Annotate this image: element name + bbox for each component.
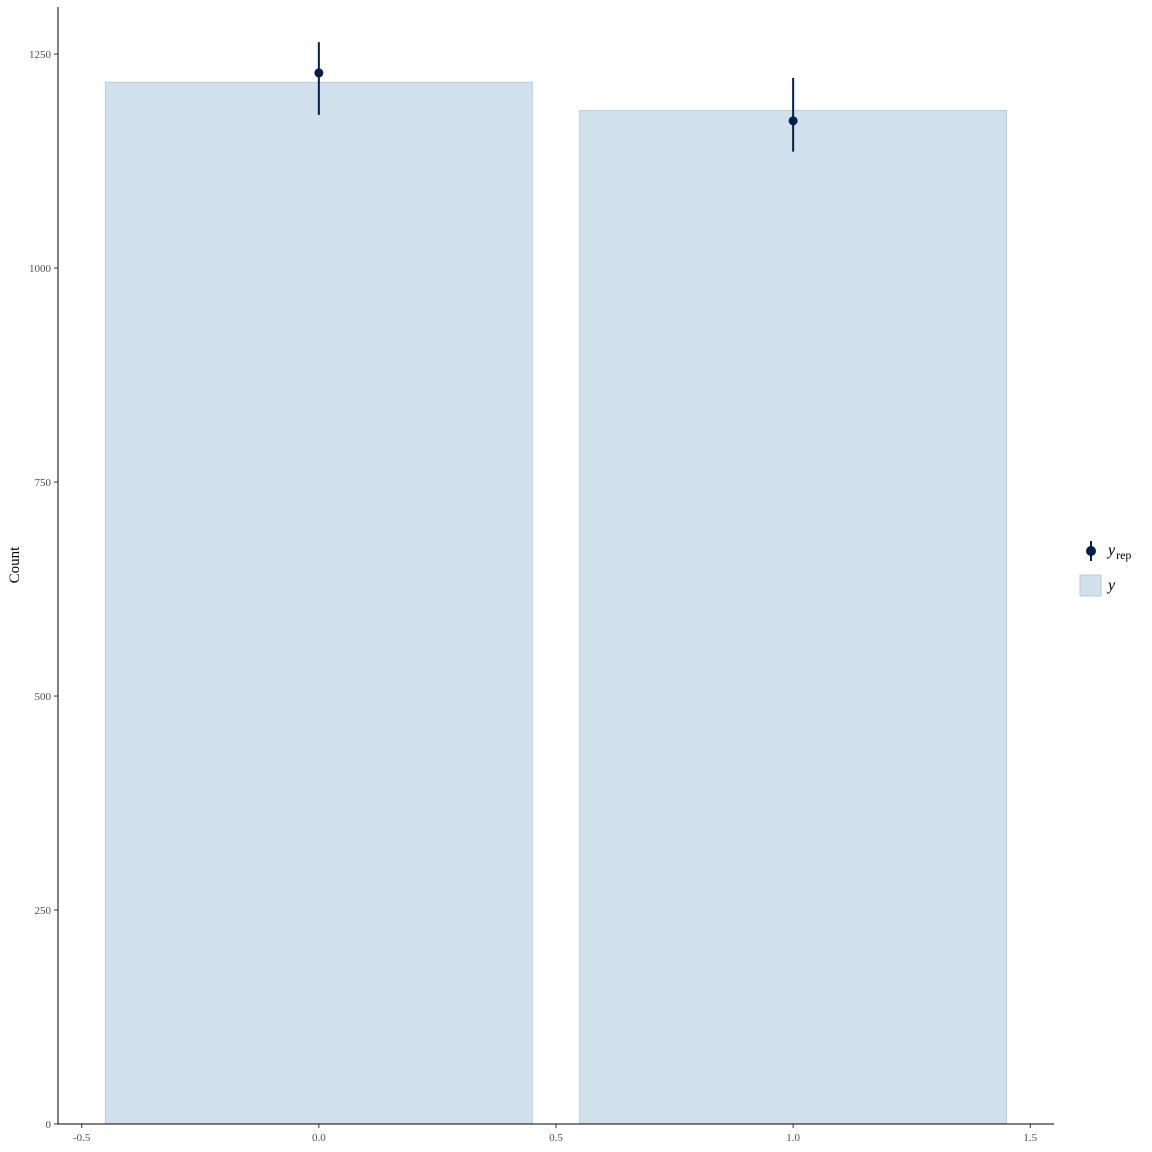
y-tick-label-2: 500 — [35, 691, 52, 703]
legend-item-rep: yrep — [1086, 541, 1131, 562]
bars-layer — [104, 81, 1008, 1125]
x-tick-label-3: 1.0 — [786, 1132, 800, 1144]
y-axis-ticks: 0 250 500 750 1000 1250 — [29, 49, 58, 1131]
x-tick-label-1: 0.0 — [312, 1132, 326, 1144]
points-layer — [314, 42, 798, 152]
y-tick-label-3: 750 — [35, 477, 52, 489]
legend: yrep y — [1079, 541, 1131, 597]
legend-rep-label: yrep — [1106, 542, 1131, 562]
legend-rep-label-sub: rep — [1116, 548, 1131, 562]
legend-y-label: y — [1106, 577, 1116, 594]
x-tick-label-2: 0.5 — [549, 1132, 563, 1144]
x-axis-ticks: -0.5 0.0 0.5 1.0 1.5 — [73, 1124, 1038, 1144]
bar-0 — [104, 81, 533, 1125]
legend-item-y: y — [1079, 574, 1116, 597]
y-axis-title: Count — [7, 546, 23, 584]
y-tick-label-0: 0 — [46, 1119, 52, 1131]
y-tick-label-1: 250 — [35, 905, 52, 917]
x-tick-label-0: -0.5 — [73, 1132, 91, 1144]
legend-rep-point-icon — [1086, 546, 1096, 556]
x-tick-label-4: 1.5 — [1023, 1132, 1037, 1144]
legend-y-box-icon — [1079, 574, 1102, 597]
y-tick-label-5: 1250 — [29, 49, 52, 61]
bar-1 — [579, 110, 1008, 1125]
point-1 — [788, 116, 798, 126]
point-0 — [314, 68, 324, 78]
y-tick-label-4: 1000 — [29, 263, 52, 275]
legend-rep-label-main: y — [1106, 542, 1116, 559]
